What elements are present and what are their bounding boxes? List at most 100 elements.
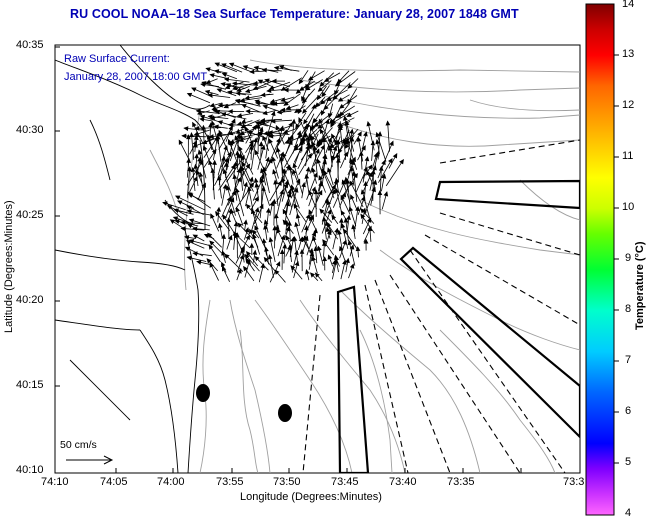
current-vector	[175, 195, 205, 211]
colorbar-tick-label: 7	[625, 354, 632, 366]
current-vector-head	[217, 120, 223, 125]
current-annotation-line2: January 28, 2007 18:00 GMT	[64, 71, 208, 83]
current-vector-head	[317, 139, 323, 146]
current-vector-head	[245, 234, 250, 241]
current-vector	[218, 126, 233, 150]
current-vector-head	[346, 214, 351, 220]
current-vector-head	[198, 171, 204, 178]
current-vector-head	[345, 257, 350, 264]
current-vector-head	[173, 208, 179, 214]
current-vector	[229, 63, 253, 73]
current-vector-head	[260, 173, 265, 180]
current-vector-head	[300, 138, 305, 145]
current-vector-head	[186, 205, 192, 210]
current-vector-head	[253, 177, 259, 183]
current-vector-head	[236, 87, 242, 92]
current-vector-head	[273, 179, 278, 185]
current-vector	[298, 153, 312, 176]
current-vector-head	[245, 203, 251, 210]
y-tick-label: 40:35	[16, 39, 44, 51]
current-vector-head	[250, 208, 256, 215]
current-vector	[376, 132, 387, 162]
current-vector-head	[295, 123, 300, 129]
current-vector-head	[248, 141, 254, 147]
current-vector-head	[235, 187, 240, 194]
current-vector-head	[208, 244, 214, 250]
current-vector-head	[237, 268, 242, 274]
current-vector	[254, 225, 267, 250]
current-vector-head	[187, 166, 192, 172]
current-vector-head	[242, 65, 248, 70]
current-vector	[235, 99, 261, 107]
current-vector-head	[223, 145, 228, 151]
current-vector-head	[254, 182, 260, 188]
current-vector-head	[234, 233, 239, 239]
current-vector-head	[324, 118, 330, 125]
current-vector-head	[276, 146, 281, 153]
current-vector	[346, 139, 358, 170]
current-vector-head	[342, 115, 348, 121]
current-vector-head	[206, 134, 212, 140]
current-vector-head	[338, 217, 344, 223]
current-vector-head	[257, 130, 262, 136]
current-vector	[217, 145, 228, 176]
current-vector-head	[254, 196, 259, 202]
current-vector-head	[288, 121, 293, 128]
current-vector-head	[193, 135, 199, 141]
current-vector-head	[197, 156, 202, 163]
current-vector-head	[318, 181, 323, 187]
current-vector-head	[252, 229, 257, 235]
current-vector-head	[220, 82, 226, 87]
current-vector-head	[315, 148, 320, 154]
current-vector-head	[216, 175, 222, 181]
current-vector	[234, 174, 238, 201]
current-vector-head	[209, 240, 215, 246]
current-vector-head	[235, 98, 241, 104]
current-vector-head	[276, 109, 282, 115]
colorbar-tick-label: 5	[625, 456, 632, 468]
current-vector-head	[341, 191, 347, 198]
current-vector-head	[228, 125, 233, 131]
current-vector-head	[192, 251, 198, 257]
colorbar-tick-label: 9	[625, 252, 632, 264]
current-vector-head	[231, 118, 236, 124]
current-vector-head	[208, 159, 213, 166]
current-vector-head	[355, 206, 360, 212]
current-vector	[282, 153, 294, 176]
current-vector-head	[254, 225, 259, 231]
current-vector-head	[399, 159, 404, 165]
colorbar-tick-label: 13	[622, 48, 635, 60]
y-tick-label: 40:25	[16, 209, 44, 221]
current-vector-head	[266, 88, 272, 94]
current-vector	[245, 177, 253, 207]
current-vector-head	[321, 137, 327, 143]
current-vector-head	[209, 102, 215, 108]
y-tick-label: 40:10	[16, 464, 44, 476]
current-vector	[335, 71, 356, 87]
current-vector-head	[279, 189, 285, 195]
current-vector-head	[240, 165, 246, 172]
current-vector-head	[321, 216, 327, 222]
current-vector-head	[180, 226, 186, 232]
current-vector-head	[201, 182, 206, 188]
current-vector-head	[308, 189, 313, 196]
current-vector-head	[234, 135, 239, 141]
current-vector-head	[221, 233, 226, 239]
current-vector-head	[254, 100, 261, 106]
current-vector-head	[257, 79, 264, 84]
map-title: RU COOL NOAA–18 Sea Surface Temperature:…	[70, 7, 519, 21]
current-vector-head	[188, 218, 195, 224]
current-vector-head	[313, 172, 318, 178]
current-vector-head	[320, 144, 325, 150]
current-vector-head	[221, 155, 226, 161]
current-vector-head	[294, 249, 299, 256]
current-vector-head	[311, 167, 316, 173]
current-vector-head	[259, 203, 264, 210]
current-vector-head	[308, 209, 313, 215]
current-vector-head	[281, 168, 287, 174]
current-vector	[236, 188, 245, 217]
current-vector-head	[280, 97, 286, 103]
current-vector-head	[238, 145, 243, 152]
current-vector-head	[244, 253, 250, 260]
current-vector	[293, 163, 303, 194]
